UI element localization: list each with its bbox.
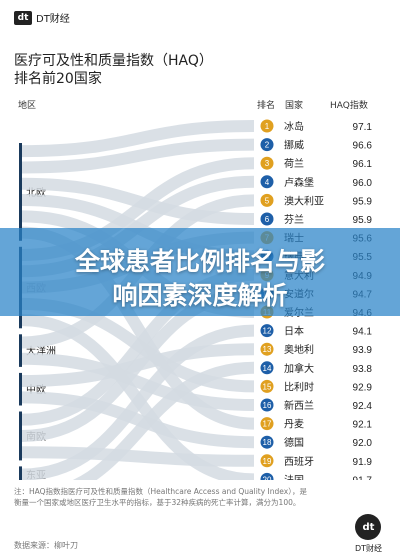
country-label: 卢森堡 <box>284 176 314 189</box>
footer-logo: dt DT财经 <box>355 514 382 554</box>
region-bar <box>19 466 22 480</box>
country-label: 德国 <box>284 436 304 449</box>
score-value: 97.1 <box>353 122 373 133</box>
rank-badge <box>260 379 274 393</box>
score-value: 95.9 <box>353 215 373 226</box>
country-label: 日本 <box>284 325 304 338</box>
rank-number: 15 <box>263 382 272 391</box>
score-value: 93.8 <box>353 364 373 375</box>
flow-link <box>21 120 255 158</box>
region-bar <box>19 372 22 406</box>
rank-number: 16 <box>263 401 272 410</box>
rank-number: 14 <box>263 364 272 373</box>
flow-link <box>21 177 255 225</box>
rank-number: 2 <box>265 141 270 150</box>
rank-badge <box>260 472 274 480</box>
rank-badge <box>260 193 274 207</box>
data-source: 数据来源：柳叶刀 <box>14 541 78 550</box>
banner-line1: 全球患者比例排名与影 <box>74 247 325 276</box>
country-label: 丹麦 <box>284 419 304 431</box>
footnote: 注：HAQ指数指医疗可及性和质量指数（Healthcare Access and… <box>14 487 307 507</box>
rank-number: 6 <box>265 215 270 224</box>
country-label: 荷兰 <box>284 157 304 170</box>
rank-badge <box>260 435 274 449</box>
rank-number: 4 <box>265 178 270 187</box>
country-column-header: 国家 <box>285 101 304 111</box>
country-label: 澳大利亚 <box>284 194 324 207</box>
score-value: 96.1 <box>353 159 373 170</box>
banner-line2: 响因素深度解析 <box>112 281 288 310</box>
region-bar <box>19 143 22 241</box>
title-banner: 全球患者比例排名与影 响因素深度解析 <box>0 228 400 316</box>
rank-badge <box>260 119 274 133</box>
rank-number: 12 <box>263 327 272 336</box>
country-label: 芬兰 <box>284 213 304 226</box>
country-label: 奥地利 <box>284 343 314 356</box>
flow-link <box>21 314 255 480</box>
rank-badge <box>260 324 274 338</box>
score-value: 92.9 <box>353 382 373 393</box>
score-value: 94.1 <box>353 327 373 338</box>
rank-number: 18 <box>263 438 272 447</box>
country-label: 新西兰 <box>284 399 314 412</box>
rank-badge <box>260 361 274 375</box>
rank-badge <box>260 138 274 152</box>
dt-circle-logo-icon: dt <box>355 514 382 540</box>
region-bar <box>19 411 22 461</box>
flow-link <box>21 352 255 411</box>
brand: dt DT财经 <box>14 10 70 25</box>
region-bar <box>19 334 22 367</box>
flow-link <box>21 446 255 467</box>
flow-link <box>21 343 255 388</box>
country-label: 法国 <box>284 473 304 480</box>
dt-logo-icon: dt <box>14 10 32 25</box>
rank-number: 17 <box>263 420 272 429</box>
rank-column-header: 排名 <box>257 101 276 111</box>
chart-title-line1: 医疗可及性和质量指数（HAQ） <box>14 53 213 69</box>
rank-number: 13 <box>263 345 272 354</box>
flow-link <box>21 391 255 449</box>
score-value: 92.0 <box>353 438 373 449</box>
country-label: 挪威 <box>284 139 304 152</box>
rank-badge <box>260 454 274 468</box>
footer-logo-name: DT财经 <box>354 544 382 553</box>
rank-number: 3 <box>265 159 270 168</box>
rank-badge <box>260 342 274 356</box>
region-column-header: 地区 <box>18 101 37 111</box>
chart-title-line2: 排名前20国家 <box>14 71 102 87</box>
rank-badge <box>260 417 274 431</box>
rank-number: 19 <box>263 457 272 466</box>
chart-title: 医疗可及性和质量指数（HAQ） 排名前20国家 <box>14 52 213 88</box>
score-value: 96.6 <box>353 141 373 152</box>
brand-name: DT财经 <box>36 14 70 25</box>
rank-badge <box>260 175 274 189</box>
rank-number: 20 <box>263 475 272 480</box>
score-column-header: HAQ指数 <box>330 101 368 111</box>
country-label: 加拿大 <box>284 362 314 375</box>
country-label: 冰岛 <box>284 120 304 133</box>
country-label: 西班牙 <box>284 456 314 468</box>
score-value: 92.1 <box>353 420 373 431</box>
score-value: 91.9 <box>353 457 373 468</box>
score-value: 92.4 <box>353 401 373 412</box>
rank-number: 5 <box>265 196 270 205</box>
rank-badge <box>260 156 274 170</box>
score-value: 93.9 <box>353 345 373 356</box>
score-value: 96.0 <box>353 178 373 189</box>
rank-badge <box>260 212 274 226</box>
rank-number: 1 <box>265 122 270 131</box>
score-value: 95.9 <box>353 196 373 207</box>
score-value: 91.7 <box>353 475 373 480</box>
country-label: 比利时 <box>284 381 314 393</box>
rank-badge <box>260 398 274 412</box>
flow-link <box>21 138 255 174</box>
flow-link <box>72 361 255 480</box>
